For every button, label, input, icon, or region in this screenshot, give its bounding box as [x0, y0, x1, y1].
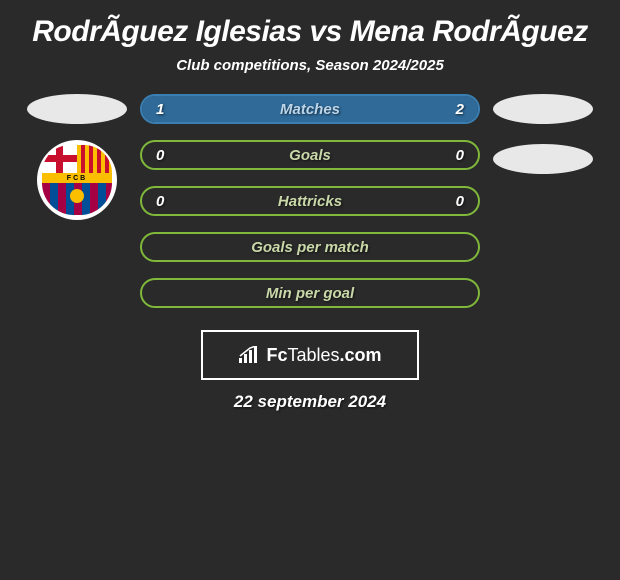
logo-text: FcTables.com [266, 345, 381, 366]
date-text: 22 september 2024 [10, 392, 610, 412]
player-avatar-left [27, 94, 127, 124]
fcb-text: FCB [42, 173, 112, 183]
fctables-logo[interactable]: FcTables.com [201, 330, 419, 380]
stat-bar-min-per-goal: Min per goal [140, 278, 480, 308]
club-badge-left: FCB [37, 140, 117, 220]
player-avatar-right [493, 94, 593, 124]
logo-light: Tables [287, 345, 339, 365]
chart-icon [238, 346, 260, 364]
left-column: FCB [22, 94, 132, 324]
logo-suffix: .com [340, 345, 382, 365]
stat-bar-hattricks: 0Hattricks0 [140, 186, 480, 216]
stat-label: Min per goal [142, 285, 478, 302]
stat-label: Hattricks [142, 193, 478, 210]
stat-label: Goals [142, 147, 478, 164]
comparison-widget: RodrÃ­guez Iglesias vs Mena RodrÃ­guez C… [0, 0, 620, 412]
stat-label: Matches [142, 101, 478, 118]
club-badge-right-placeholder [493, 144, 593, 174]
stat-right-value: 0 [456, 147, 464, 164]
logo-bold: Fc [266, 345, 287, 365]
right-column [488, 94, 598, 324]
stat-bar-goals-per-match: Goals per match [140, 232, 480, 262]
page-title: RodrÃ­guez Iglesias vs Mena RodrÃ­guez [10, 0, 610, 57]
stat-bar-goals: 0Goals0 [140, 140, 480, 170]
stat-right-value: 0 [456, 193, 464, 210]
stats-bars: 1Matches20Goals00Hattricks0Goals per mat… [140, 94, 480, 324]
stat-right-value: 2 [456, 101, 464, 118]
fcb-crest-icon: FCB [42, 145, 112, 215]
page-subtitle: Club competitions, Season 2024/2025 [10, 57, 610, 94]
main-area: FCB 1Matches20Goals00Hattricks0Goals per… [10, 94, 610, 324]
stat-label: Goals per match [142, 239, 478, 256]
stat-bar-matches: 1Matches2 [140, 94, 480, 124]
